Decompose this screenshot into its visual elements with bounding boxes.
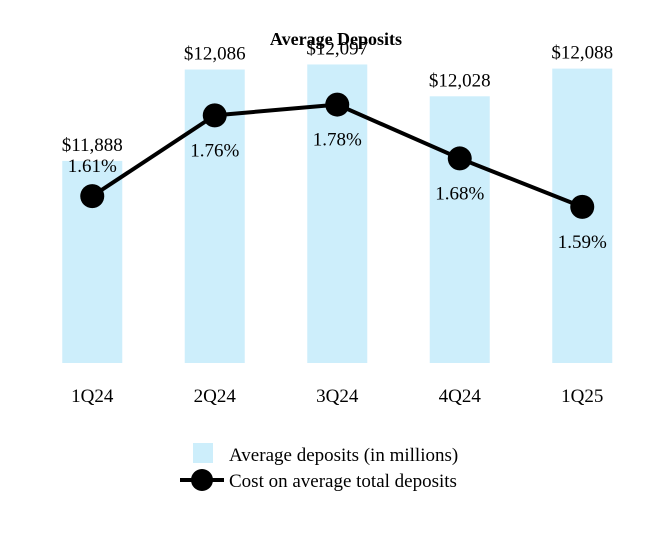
cost-marker-1Q24 [80, 184, 105, 209]
labels-layer: $11,888 $12,086 $12,097 $12,028 $12,088 1.61%… [62, 38, 613, 252]
cost-value-label-4Q24: 1.68% [435, 183, 484, 204]
x-tick-label-4Q24: 4Q24 [439, 386, 482, 407]
chart-title: Average Deposits [270, 29, 402, 49]
x-axis-ticks: 1Q24 2Q24 3Q24 4Q24 1Q25 [71, 386, 603, 407]
bar-value-label-3Q24: $12,097 [306, 38, 368, 59]
legend-swatch-bar [193, 443, 213, 463]
cost-value-label-2Q24: 1.76% [190, 140, 239, 161]
cost-marker-1Q25 [570, 194, 595, 219]
legend-label-line: Cost on average total deposits [229, 471, 457, 492]
cost-marker-2Q24 [202, 103, 227, 128]
cost-marker-4Q24 [447, 146, 472, 171]
x-tick-label-3Q24: 3Q24 [316, 386, 359, 407]
x-tick-label-1Q25: 1Q25 [561, 386, 603, 407]
line-layer [80, 92, 595, 219]
cost-marker-3Q24 [325, 92, 350, 117]
bars-layer [62, 64, 613, 364]
x-tick-label-2Q24: 2Q24 [194, 386, 237, 407]
legend-swatch-marker [191, 469, 213, 491]
bar-value-label-1Q25: $12,088 [551, 43, 613, 64]
x-tick-label-1Q24: 1Q24 [71, 386, 114, 407]
bar-value-label-1Q24: $11,888 [62, 135, 123, 156]
bar-value-label-2Q24: $12,086 [184, 44, 246, 65]
bar-value-label-4Q24: $12,028 [429, 70, 491, 91]
legend-label-bar: Average deposits (in millions) [229, 445, 458, 466]
bar-4Q24 [429, 96, 490, 364]
cost-value-label-1Q24: 1.61% [68, 156, 117, 177]
cost-value-label-1Q25: 1.59% [558, 232, 607, 253]
legend: Average deposits (in millions) Cost on a… [180, 443, 458, 492]
cost-value-label-3Q24: 1.78% [313, 130, 362, 151]
